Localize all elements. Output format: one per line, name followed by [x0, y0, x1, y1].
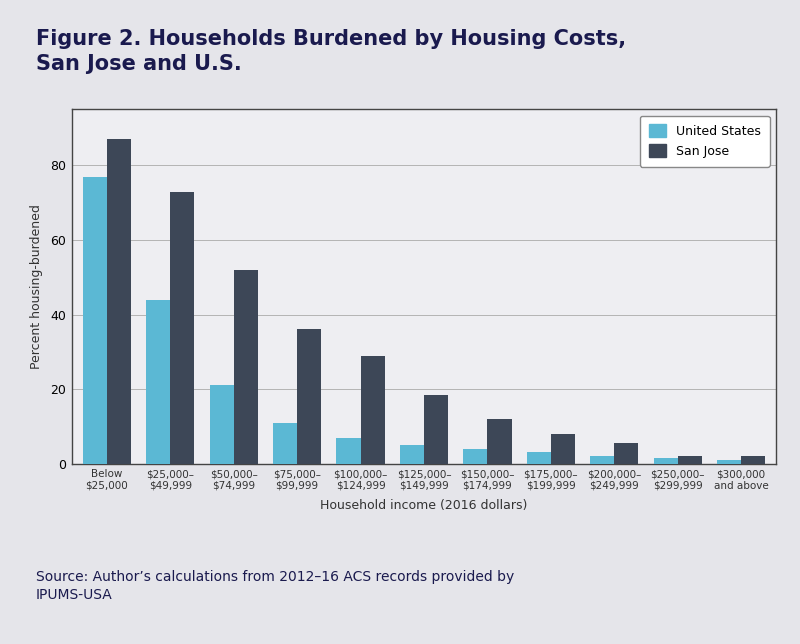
Bar	[526, 453, 551, 464]
Bar	[678, 456, 702, 464]
Text: Source: Author’s calculations from 2012–16 ACS records provided by
IPUMS-USA: Source: Author’s calculations from 2012–…	[36, 570, 514, 602]
Bar	[487, 419, 511, 464]
Text: Figure 2. Households Burdened by Housing Costs,
San Jose and U.S.: Figure 2. Households Burdened by Housing…	[36, 29, 626, 74]
Bar	[234, 270, 258, 464]
Bar	[590, 456, 614, 464]
Bar	[82, 176, 107, 464]
Bar	[654, 458, 678, 464]
Bar	[210, 385, 234, 464]
Bar	[614, 443, 638, 464]
Bar	[741, 456, 766, 464]
Bar	[146, 299, 170, 464]
Legend: United States, San Jose: United States, San Jose	[640, 116, 770, 167]
Bar	[297, 330, 322, 464]
Bar	[717, 460, 741, 464]
Bar	[463, 449, 487, 464]
Bar	[170, 191, 194, 464]
Bar	[273, 422, 297, 464]
Y-axis label: Percent housing-burdened: Percent housing-burdened	[30, 204, 43, 369]
X-axis label: Household income (2016 dollars): Household income (2016 dollars)	[320, 499, 528, 512]
Bar	[400, 445, 424, 464]
Bar	[424, 395, 448, 464]
Bar	[361, 355, 385, 464]
Bar	[107, 139, 131, 464]
Bar	[551, 434, 575, 464]
Bar	[337, 437, 361, 464]
